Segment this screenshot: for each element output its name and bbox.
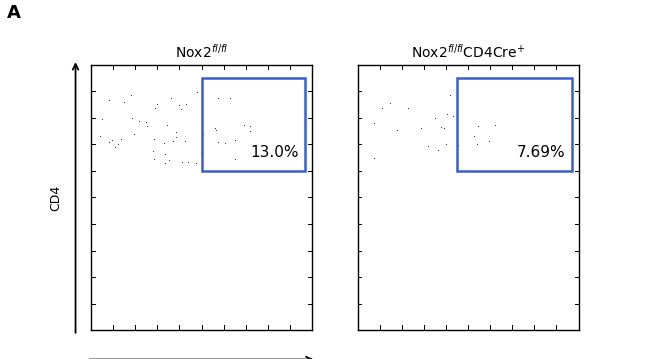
Point xyxy=(369,120,380,126)
Point xyxy=(176,159,187,165)
Point xyxy=(453,142,463,148)
Point xyxy=(441,141,451,146)
Bar xyxy=(457,78,572,171)
Point xyxy=(213,95,224,101)
Point xyxy=(442,111,452,117)
Point xyxy=(125,93,136,98)
Point xyxy=(129,131,139,136)
Point xyxy=(192,89,202,95)
Point xyxy=(445,92,455,98)
Point xyxy=(402,105,413,111)
Point xyxy=(452,98,463,104)
Text: 7.69%: 7.69% xyxy=(517,145,566,160)
Point xyxy=(384,100,395,106)
Point xyxy=(118,99,129,105)
Point xyxy=(150,105,161,111)
Point xyxy=(110,144,120,150)
Point xyxy=(211,127,221,133)
Point xyxy=(142,123,152,129)
Point xyxy=(392,127,402,133)
Point xyxy=(210,126,220,131)
Point xyxy=(439,126,449,131)
Point xyxy=(416,125,426,130)
Point xyxy=(148,148,158,154)
Point xyxy=(116,136,126,142)
Point xyxy=(166,95,177,101)
Point xyxy=(176,107,186,112)
Point xyxy=(469,133,480,139)
Point xyxy=(245,123,255,129)
Point xyxy=(433,147,443,153)
Point xyxy=(135,118,145,124)
Point xyxy=(164,157,174,163)
Point xyxy=(104,97,114,103)
Point xyxy=(448,113,459,119)
Text: CD4: CD4 xyxy=(49,184,62,211)
Point xyxy=(171,134,181,140)
Point xyxy=(152,101,162,107)
Point xyxy=(239,122,249,128)
Point xyxy=(245,129,255,134)
Point xyxy=(181,102,191,107)
Point xyxy=(170,129,181,135)
Point xyxy=(149,156,159,162)
Point xyxy=(484,138,494,144)
Point xyxy=(159,140,169,146)
Point xyxy=(225,95,235,101)
Point xyxy=(97,116,107,122)
Point xyxy=(160,151,170,157)
Point xyxy=(436,124,446,130)
Point xyxy=(167,139,177,144)
Point xyxy=(174,102,185,107)
Point xyxy=(149,136,159,142)
Point xyxy=(112,141,123,146)
Text: A: A xyxy=(6,4,20,22)
Point xyxy=(369,155,380,161)
Point xyxy=(229,156,240,162)
Bar xyxy=(202,78,306,171)
Point xyxy=(127,115,137,121)
Point xyxy=(196,150,206,156)
Point xyxy=(162,122,172,128)
Point xyxy=(219,141,229,146)
Title: Nox2$^{fl/fl}$: Nox2$^{fl/fl}$ xyxy=(175,43,228,61)
Point xyxy=(472,141,482,147)
Point xyxy=(183,159,193,165)
Point xyxy=(95,134,105,139)
Point xyxy=(473,123,484,129)
Point xyxy=(422,143,433,149)
Point xyxy=(213,139,224,145)
Point xyxy=(160,160,170,165)
Point xyxy=(191,160,202,165)
Point xyxy=(140,119,151,125)
Title: Nox2$^{fl/fl}$CD4Cre$^{+}$: Nox2$^{fl/fl}$CD4Cre$^{+}$ xyxy=(411,43,525,61)
Point xyxy=(180,138,190,144)
Point xyxy=(430,115,440,121)
Point xyxy=(490,122,501,127)
Point xyxy=(377,105,387,111)
Point xyxy=(104,139,114,145)
Point xyxy=(198,131,208,136)
Point xyxy=(229,137,240,143)
Text: 13.0%: 13.0% xyxy=(250,145,299,160)
Point xyxy=(107,137,117,143)
